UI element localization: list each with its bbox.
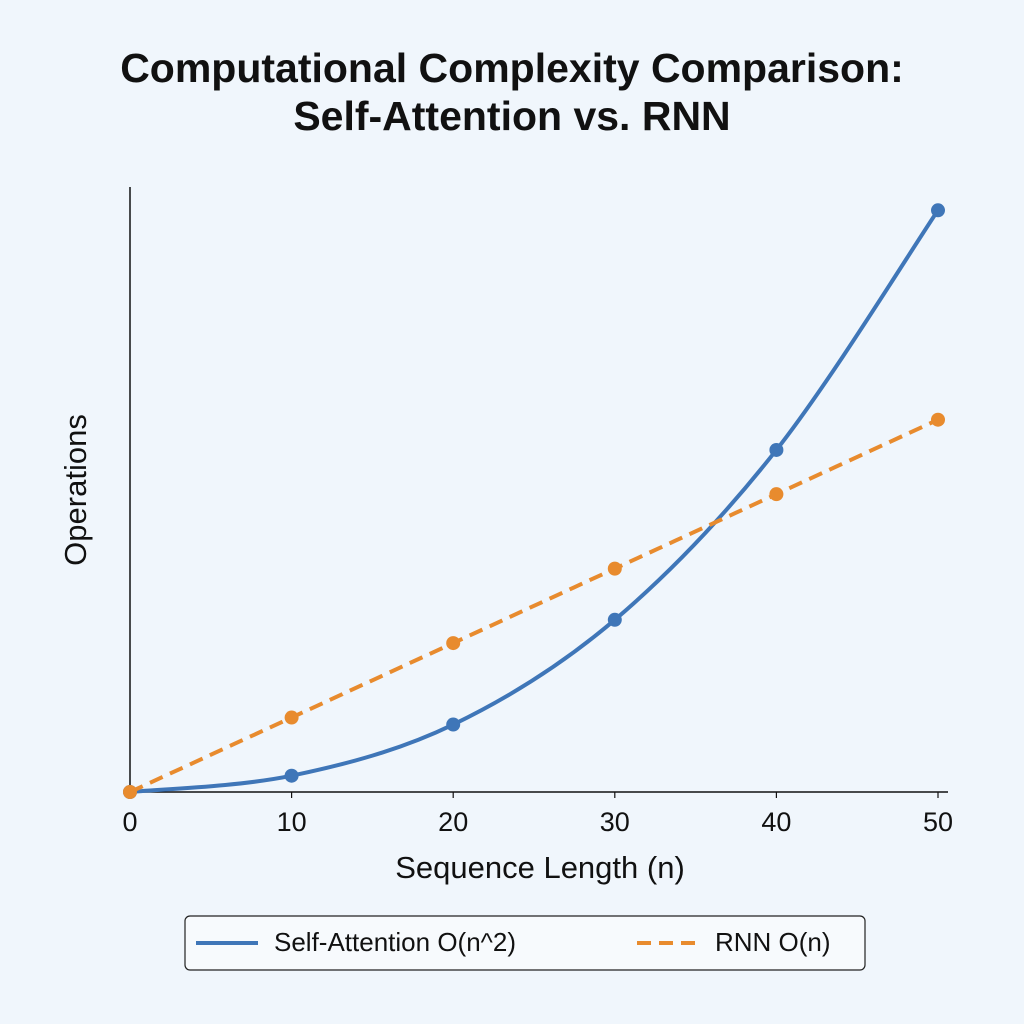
- x-axis-label: Sequence Length (n): [395, 850, 685, 885]
- x-tick-label: 50: [923, 807, 953, 837]
- data-point: [284, 768, 299, 783]
- data-point: [769, 442, 784, 457]
- x-tick-label: 20: [438, 807, 468, 837]
- data-point: [446, 636, 461, 651]
- data-point: [284, 710, 299, 725]
- data-point: [931, 412, 945, 427]
- x-tick-label: 30: [600, 807, 630, 837]
- data-point: [123, 785, 137, 799]
- series-line: [129, 209, 940, 794]
- data-point: [607, 561, 622, 576]
- x-tick-label: 10: [277, 807, 307, 837]
- data-point: [769, 487, 784, 502]
- legend-label: Self-Attention O(n^2): [274, 927, 516, 957]
- data-point: [931, 203, 945, 218]
- y-axis-label: Operations: [58, 414, 93, 566]
- series-line: [129, 417, 939, 794]
- x-tick-label: 40: [761, 807, 791, 837]
- data-point: [607, 612, 622, 627]
- legend: [184, 915, 866, 971]
- legend-label: RNN O(n): [715, 927, 831, 957]
- chart-title: Computational Complexity Comparison: Sel…: [120, 45, 904, 139]
- x-tick-label: 0: [122, 807, 137, 837]
- data-point: [446, 717, 461, 732]
